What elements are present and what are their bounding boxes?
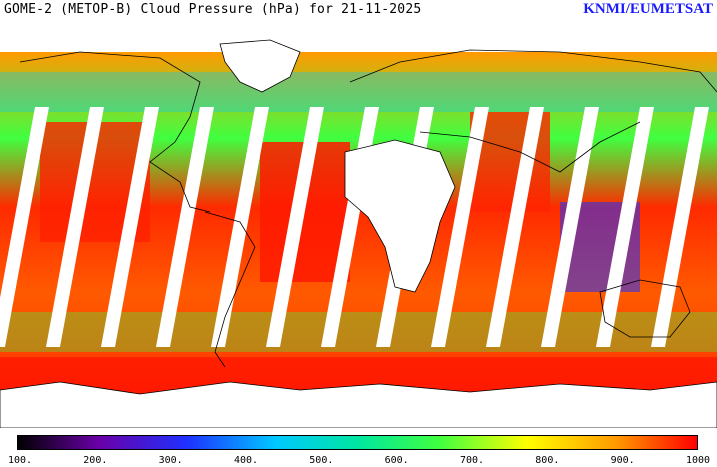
colorbar-tick-label: 1000 [685, 455, 711, 466]
colorbar-tick-label: 600. [384, 455, 409, 466]
swath-gap [431, 107, 489, 347]
swath-gap [486, 107, 544, 347]
swath-gap [0, 107, 49, 347]
south-america-coast [204, 211, 256, 368]
north-america-coast [19, 51, 211, 213]
colorbar-tick-label: 900. [610, 455, 635, 466]
colorbar-tick-label: 700. [459, 455, 485, 466]
colorbar-tick-labels: 100. 200. 300. 400. 500. 600. 700. 800. 900. 1000 [0, 455, 717, 467]
cloud-band-high [0, 72, 717, 112]
antarctica-coast [0, 381, 717, 428]
swath-gap [156, 107, 214, 347]
colorbar-tick-label: 300. [158, 455, 183, 466]
swath-gap [211, 107, 269, 347]
colorbar [17, 435, 698, 450]
colorbar-tick-label: 500. [309, 455, 334, 466]
colorbar-gradient [17, 435, 698, 450]
swath-gap [46, 107, 104, 347]
eurasia-coast [349, 49, 717, 173]
greenland-coast [219, 39, 301, 93]
swath-gap [266, 107, 324, 347]
swath-gap [101, 107, 159, 347]
colorbar-tick-label: 800. [535, 455, 560, 466]
africa-coast [344, 139, 456, 293]
australia-coast [599, 279, 691, 338]
swath-gap [651, 107, 709, 347]
colorbar-tick-label: 200. [83, 455, 108, 466]
land-masks [0, 39, 717, 428]
colorbar-tick-label: 100. [7, 455, 33, 466]
colorbar-tick-label: 400. [233, 455, 259, 466]
swath-gap [541, 107, 599, 347]
credit-label: KNMI/EUMETSAT [583, 1, 713, 17]
swath-gap [596, 107, 654, 347]
world-map [0, 39, 717, 428]
map-title: GOME-2 (METOP-B) Cloud Pressure (hPa) fo… [4, 2, 422, 17]
